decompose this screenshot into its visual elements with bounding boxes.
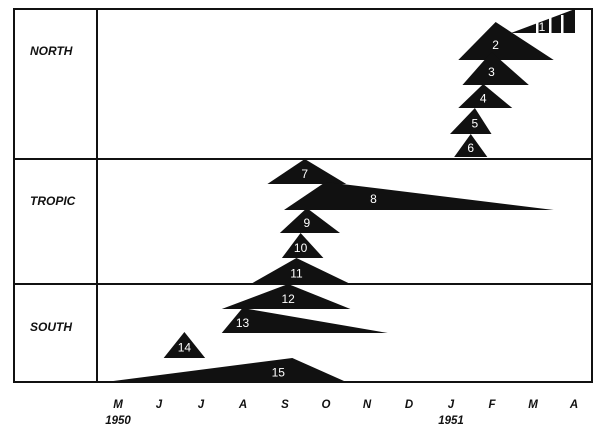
season-triangle-shape [462, 52, 529, 85]
season-wedge-stripe [549, 15, 552, 34]
season-triangle-shape [221, 284, 351, 309]
month-label: O [322, 399, 331, 411]
season-number-label: 14 [178, 341, 192, 355]
month-label: A [238, 399, 247, 411]
season-triangle-shape [458, 84, 513, 108]
season-triangle-shape [454, 134, 488, 157]
month-label: S [281, 399, 289, 411]
season-triangle-1: 1 [511, 9, 575, 34]
season-triangle-shape [458, 22, 554, 60]
season-triangle-shape [279, 208, 341, 233]
season-triangle-shape [284, 182, 554, 210]
season-triangle-3: 3 [462, 52, 529, 85]
season-number-label: 1 [539, 20, 546, 34]
season-triangle-4: 4 [458, 84, 513, 108]
season-number-label: 9 [303, 216, 310, 230]
season-wedge-stripe [561, 15, 564, 34]
season-number-label: 5 [472, 117, 479, 131]
month-label: F [488, 399, 496, 411]
month-label: J [448, 399, 455, 411]
month-label: J [156, 399, 163, 411]
season-triangle-5: 5 [450, 108, 492, 134]
season-triangle-shape [267, 159, 347, 184]
month-label: N [363, 399, 372, 411]
season-number-label: 11 [290, 267, 303, 281]
season-number-label: 8 [370, 192, 377, 206]
month-label: M [113, 399, 123, 411]
season-number-label: 6 [467, 141, 474, 155]
season-number-label: 12 [281, 292, 295, 306]
season-triangle-shape [105, 358, 347, 382]
month-label: M [528, 399, 538, 411]
zone-label-south: SOUTH [30, 320, 72, 334]
season-triangle-shape [250, 258, 351, 284]
month-label: A [569, 399, 578, 411]
year-label-1950: 1950 [105, 415, 131, 427]
season-triangle-15: 15 [105, 358, 347, 382]
month-axis: M J J A S O N D J F M A [113, 399, 578, 411]
season-wedge-shape [511, 9, 575, 33]
season-triangle-7: 7 [267, 159, 347, 184]
season-triangle-14: 14 [163, 332, 206, 358]
season-number-label: 2 [492, 38, 499, 52]
season-triangle-6: 6 [454, 134, 488, 157]
season-number-label: 15 [272, 365, 286, 379]
season-number-label: 13 [236, 316, 250, 330]
season-triangle-2: 2 [458, 22, 554, 60]
season-number-label: 10 [294, 241, 308, 255]
season-triangle-13: 13 [221, 308, 388, 333]
month-label: D [405, 399, 413, 411]
season-triangle-8: 8 [284, 182, 554, 210]
season-triangle-shape [281, 233, 324, 258]
season-triangle-shape [450, 108, 492, 134]
season-triangle-9: 9 [279, 208, 341, 233]
zone-label-tropic: TROPIC [30, 194, 76, 208]
season-number-label: 3 [488, 65, 495, 79]
season-triangle-shape [163, 332, 206, 358]
month-label: J [198, 399, 205, 411]
season-triangle-11: 11 [250, 258, 351, 284]
year-label-1951: 1951 [438, 415, 464, 427]
season-triangle-12: 12 [221, 284, 351, 309]
season-triangle-10: 10 [281, 233, 324, 258]
season-wedge-stripe [536, 15, 539, 34]
season-number-label: 4 [480, 91, 487, 105]
season-triangle-shape [221, 308, 388, 333]
season-number-label: 7 [301, 167, 308, 181]
zone-label-north: NORTH [30, 44, 73, 58]
